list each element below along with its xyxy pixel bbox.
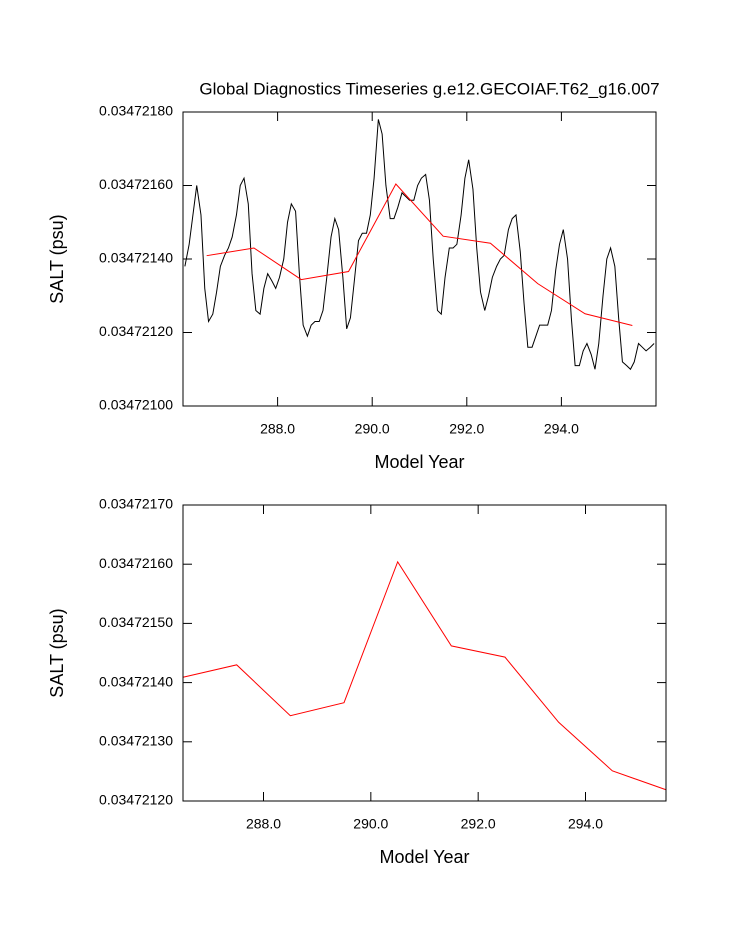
y-tick-label: 0.03472120	[99, 792, 173, 808]
x-tick-label: 288.0	[246, 816, 281, 832]
series-line	[182, 560, 667, 791]
x-tick-label: 290.0	[353, 816, 388, 832]
y-tick-label: 0.03472140	[99, 673, 173, 689]
y-tick-label: 0.03472160	[99, 555, 173, 571]
y-axis-title: SALT (psu)	[47, 608, 67, 697]
chart-title: Global Diagnostics Timeseries g.e12.GECO…	[199, 79, 659, 98]
y-tick-label: 0.03472130	[99, 733, 173, 749]
x-tick-label: 292.0	[449, 421, 484, 437]
x-tick-label: 288.0	[260, 421, 295, 437]
x-axis-title: Model Year	[379, 847, 469, 867]
x-axis-title: Model Year	[374, 452, 464, 472]
y-tick-label: 0.03472170	[99, 496, 173, 512]
y-axis-title: SALT (psu)	[47, 214, 67, 303]
series-line	[206, 183, 633, 327]
y-tick-label: 0.03472160	[99, 176, 173, 192]
x-tick-label: 294.0	[544, 421, 579, 437]
y-tick-label: 0.03472180	[99, 103, 173, 119]
series-line	[184, 119, 655, 371]
plot-frame	[182, 504, 667, 802]
plot-frame	[182, 111, 657, 407]
y-tick-label: 0.03472150	[99, 614, 173, 630]
y-tick-label: 0.03472140	[99, 250, 173, 266]
y-tick-label: 0.03472100	[99, 397, 173, 413]
x-tick-label: 290.0	[355, 421, 390, 437]
x-tick-label: 292.0	[461, 816, 496, 832]
x-tick-label: 294.0	[568, 816, 603, 832]
y-tick-label: 0.03472120	[99, 323, 173, 339]
